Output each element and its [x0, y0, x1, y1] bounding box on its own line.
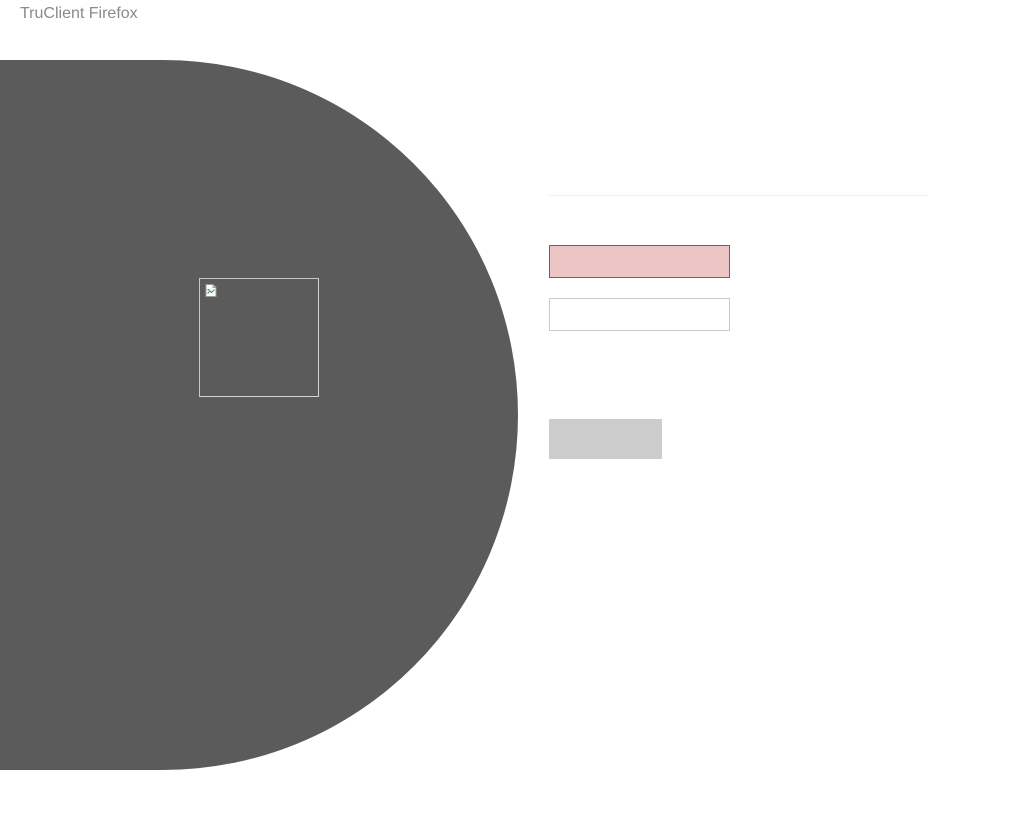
password-input[interactable] [549, 298, 730, 331]
window-title: TruClient Firefox [20, 5, 138, 22]
hero-panel [0, 60, 518, 770]
broken-image-placeholder [199, 278, 319, 397]
submit-button[interactable] [549, 419, 662, 459]
broken-image-icon [205, 284, 217, 297]
form-divider [549, 195, 928, 196]
username-input[interactable] [549, 245, 730, 278]
